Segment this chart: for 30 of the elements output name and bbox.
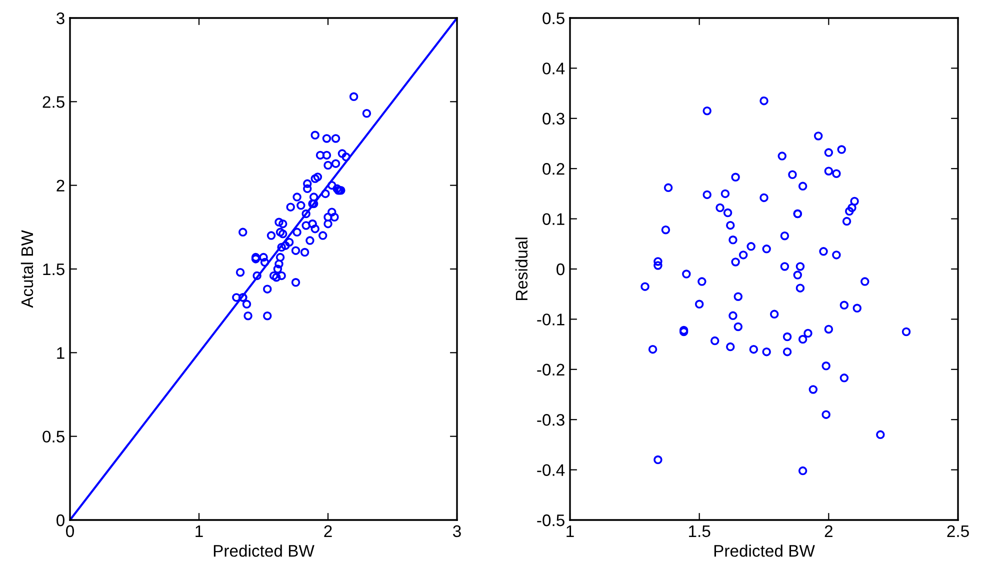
x-tick-label: 1 bbox=[196, 525, 203, 537]
x-tick-label: 1.5 bbox=[689, 525, 710, 538]
y-tick-label: 0.5 bbox=[542, 12, 564, 24]
y-tick-label: 3 bbox=[56, 12, 64, 24]
y-tick-label: 0 bbox=[556, 263, 564, 276]
x-tick-label: 1 bbox=[566, 525, 574, 537]
y-tick-label: -0.5 bbox=[537, 514, 564, 526]
y-tick-label: 0 bbox=[56, 514, 64, 526]
x-tick-label: 0 bbox=[66, 525, 74, 538]
y-tick-label: -0.2 bbox=[537, 364, 564, 376]
x-axis-title: Predicted BW bbox=[714, 544, 815, 557]
y-tick-label: 0.5 bbox=[42, 430, 64, 443]
y-tick-label: 0.3 bbox=[542, 112, 564, 125]
y-tick-label: -0.3 bbox=[537, 414, 564, 426]
x-tick-label: 2 bbox=[324, 525, 332, 537]
y-tick-label: 0.2 bbox=[542, 163, 564, 175]
y-tick-label: 2 bbox=[56, 180, 64, 192]
y-axis-title: Residual bbox=[515, 238, 528, 300]
y-tick-label: -0.4 bbox=[537, 464, 565, 476]
y-tick-label: 0.1 bbox=[542, 213, 564, 226]
x-tick-label: 2 bbox=[824, 525, 832, 537]
y-tick-label: 0.4 bbox=[542, 62, 565, 74]
x-axis-title: Predicted BW bbox=[214, 544, 314, 557]
y-axis-title: Acutal BW bbox=[20, 230, 34, 308]
x-tick-label: 3 bbox=[453, 525, 461, 538]
y-tick-label: 2.5 bbox=[42, 96, 64, 108]
y-tick-label: -0.1 bbox=[537, 314, 564, 326]
y-tick-label: 1.5 bbox=[43, 264, 64, 276]
y-tick-label: 1 bbox=[57, 347, 64, 359]
x-tick-label: 2.5 bbox=[947, 525, 969, 538]
